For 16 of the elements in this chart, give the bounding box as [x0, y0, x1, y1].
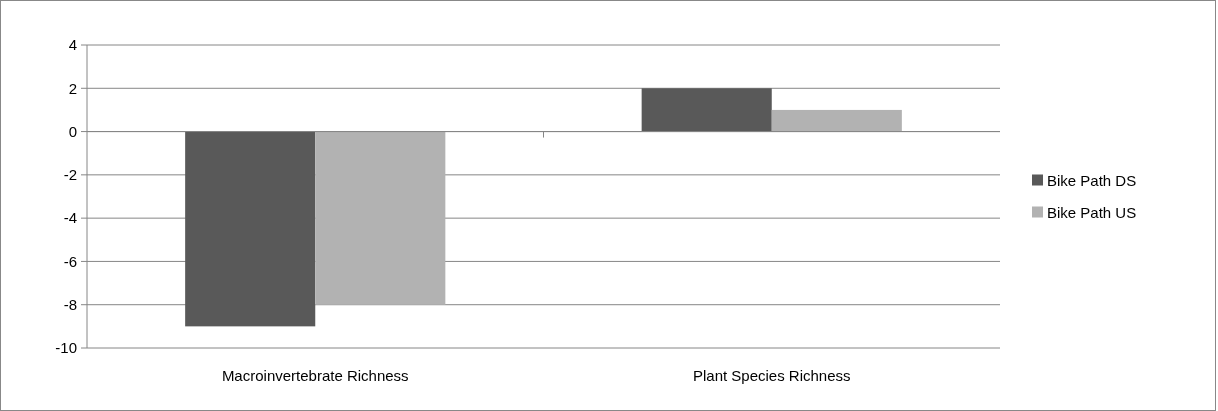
x-tick-label: Macroinvertebrate Richness [221, 367, 409, 384]
y-tick-label: -6 [63, 252, 77, 270]
y-tick-label: -4 [63, 209, 77, 227]
y-tick-label: 4 [68, 36, 77, 54]
y-tick-label: -10 [55, 339, 77, 357]
bar [641, 88, 772, 132]
bar [185, 131, 316, 327]
x-tick-label: Plant Species Richness [692, 367, 851, 384]
y-tick-label: 0 [68, 122, 77, 140]
y-tick-label: 2 [68, 79, 77, 97]
y-tick-label: -8 [63, 295, 77, 313]
legend-label: Bike Path DS [1047, 171, 1137, 189]
bar [771, 109, 902, 132]
legend-label: Bike Path US [1047, 203, 1137, 221]
y-tick-label: -2 [63, 166, 77, 184]
bar [315, 131, 446, 305]
